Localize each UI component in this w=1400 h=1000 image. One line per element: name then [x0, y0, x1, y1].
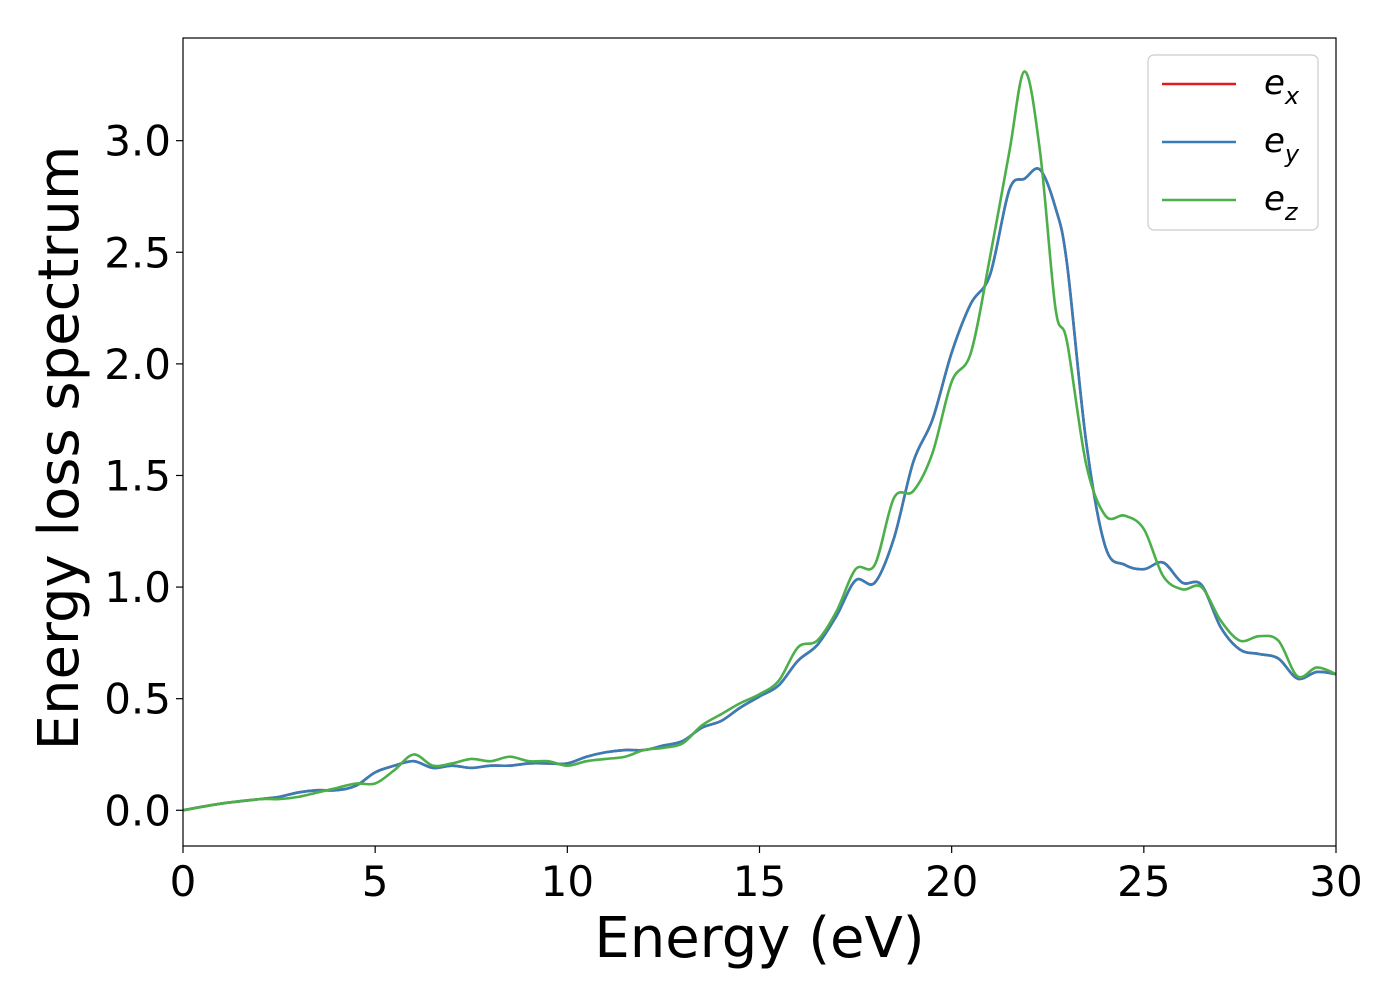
series-lines [183, 70, 1336, 812]
y-tick-label: 1.0 [104, 563, 171, 612]
legend-label-base: e [1264, 63, 1285, 103]
x-tick-label: 25 [1117, 857, 1170, 906]
x-tick-label: 30 [1309, 857, 1362, 906]
y-tick-label: 0.5 [104, 675, 171, 724]
x-tick-label: 10 [541, 857, 594, 906]
legend-label-base: e [1264, 121, 1285, 161]
x-tick-label: 15 [733, 857, 786, 906]
x-tick-label: 20 [925, 857, 978, 906]
series-line-e-z [183, 70, 1336, 812]
series-line-e-x [183, 167, 1336, 812]
legend-label-subscript: y [1284, 140, 1300, 168]
x-tick-label: 5 [362, 857, 389, 906]
x-axis-label: Energy (eV) [594, 906, 924, 971]
y-tick-label: 0.0 [104, 786, 171, 835]
legend-label-y: ey [1264, 121, 1300, 168]
y-tick-label: 1.5 [104, 451, 171, 500]
legend-label-subscript: x [1284, 82, 1300, 110]
y-tick-label: 3.0 [104, 117, 171, 166]
series-line-e-y [183, 167, 1336, 812]
y-axis-label: Energy loss spectrum [27, 146, 92, 751]
axis-ticks: 0 5 10 15 20 25 30 0.0 0.5 1.0 1.5 2.0 2.5 3.0 [104, 117, 1363, 906]
y-tick-label: 2.5 [104, 228, 171, 277]
x-tick-label: 0 [170, 857, 197, 906]
legend-label-x: ex [1264, 63, 1300, 110]
legend-label-subscript: z [1284, 198, 1299, 226]
legend-label-base: e [1264, 179, 1285, 219]
y-tick-label: 2.0 [104, 340, 171, 389]
legend-label-z: ez [1264, 179, 1299, 226]
